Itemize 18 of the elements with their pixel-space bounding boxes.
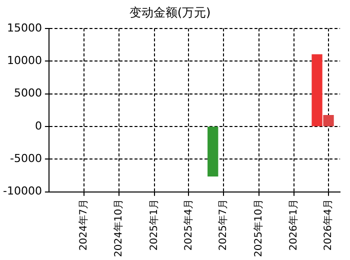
y-tick-label: -5000 bbox=[10, 152, 42, 165]
x-tick-label: 2026年4月 bbox=[322, 198, 334, 251]
x-tick-label: 2026年1月 bbox=[288, 198, 300, 251]
y-tick-label: 15000 bbox=[6, 21, 42, 34]
y-tick-label: -10000 bbox=[2, 184, 42, 198]
x-tick-label: 2025年4月 bbox=[182, 198, 194, 251]
y-tick-label: 0 bbox=[34, 119, 42, 132]
x-tick-label: 2025年7月 bbox=[217, 198, 230, 251]
bar bbox=[208, 126, 218, 176]
y-tick-label: 10000 bbox=[6, 54, 42, 67]
x-tick-label: 2025年1月 bbox=[148, 198, 160, 251]
y-tick-label: 5000 bbox=[14, 86, 42, 100]
x-tick-label: 2024年10月 bbox=[112, 198, 125, 258]
x-tick-label: 2024年7月 bbox=[77, 198, 90, 251]
chart-title: 变动金额(万元) bbox=[129, 5, 211, 20]
bar bbox=[323, 115, 334, 126]
x-tick-label: 2025年10月 bbox=[252, 198, 264, 258]
bar bbox=[312, 54, 322, 126]
